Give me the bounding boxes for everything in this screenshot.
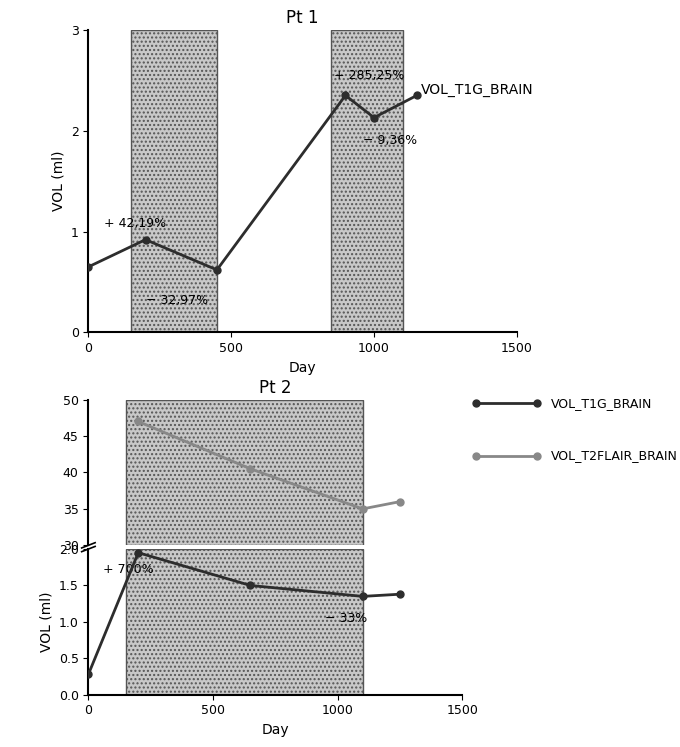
Y-axis label: VOL (ml): VOL (ml) xyxy=(51,151,65,211)
Bar xyxy=(126,400,362,545)
Text: VOL_T1G_BRAIN: VOL_T1G_BRAIN xyxy=(551,397,652,410)
X-axis label: Day: Day xyxy=(262,723,289,737)
Title: Pt 2: Pt 2 xyxy=(259,379,292,397)
X-axis label: Day: Day xyxy=(289,361,316,375)
Bar xyxy=(331,30,403,332)
Bar xyxy=(131,30,217,332)
Bar xyxy=(126,549,362,695)
Text: − 33%: − 33% xyxy=(325,612,367,624)
Text: + 700%: + 700% xyxy=(103,563,154,576)
Text: − 9,36%: − 9,36% xyxy=(362,134,417,147)
Title: Pt 1: Pt 1 xyxy=(286,9,319,27)
Text: + 42,19%: + 42,19% xyxy=(104,217,166,230)
Text: VOL_T1G_BRAIN: VOL_T1G_BRAIN xyxy=(421,84,534,97)
Text: VOL_T2FLAIR_BRAIN: VOL_T2FLAIR_BRAIN xyxy=(551,449,678,462)
Y-axis label: VOL (ml): VOL (ml) xyxy=(39,592,53,652)
Text: − 32,97%: − 32,97% xyxy=(146,294,207,307)
Text: + 285,25%: + 285,25% xyxy=(334,69,405,81)
